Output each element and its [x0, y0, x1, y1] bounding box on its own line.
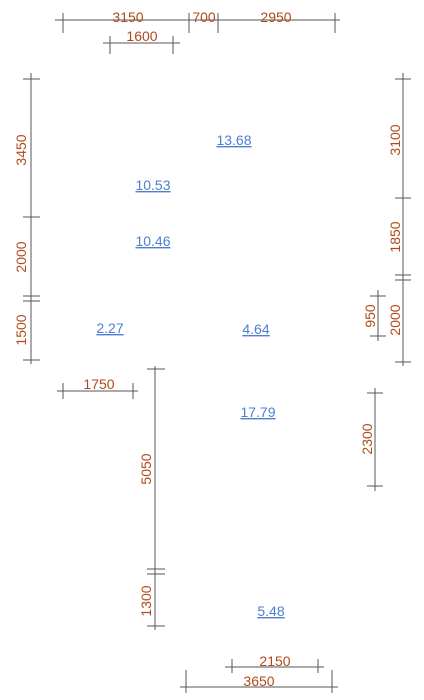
- room-area-17-79[interactable]: 17.79: [240, 404, 275, 420]
- dimension-2150: 2150: [259, 653, 290, 669]
- dimension-700: 700: [192, 9, 216, 25]
- room-area-13-68[interactable]: 13.68: [216, 132, 251, 148]
- dimension-1300: 1300: [138, 585, 154, 616]
- room-area-2-27[interactable]: 2.27: [96, 320, 123, 336]
- dimension-3150: 3150: [112, 9, 143, 25]
- top-dimension-chain: [55, 13, 340, 54]
- dimension-2000-left: 2000: [13, 241, 29, 272]
- room-area-10-53[interactable]: 10.53: [135, 177, 170, 193]
- dimension-2300: 2300: [359, 423, 375, 454]
- dimension-1750: 1750: [83, 376, 114, 392]
- dimension-1750-line: [57, 383, 138, 399]
- middle-dimension-chain: [147, 366, 165, 630]
- dimension-1500: 1500: [13, 314, 29, 345]
- dimension-1850: 1850: [387, 221, 403, 252]
- dimension-3450: 3450: [13, 134, 29, 165]
- dimension-5050: 5050: [138, 453, 154, 484]
- dimension-3100: 3100: [387, 124, 403, 155]
- dimension-3650: 3650: [243, 673, 274, 689]
- dimension-1600: 1600: [126, 28, 157, 44]
- room-area-5-48[interactable]: 5.48: [257, 603, 284, 619]
- room-area-4-64[interactable]: 4.64: [242, 321, 269, 337]
- dimension-2950: 2950: [260, 9, 291, 25]
- dimension-950: 950: [362, 304, 378, 328]
- room-area-10-46[interactable]: 10.46: [135, 233, 170, 249]
- left-dimension-chain: [23, 73, 40, 364]
- right-dimension-chain: [367, 73, 411, 491]
- bottom-dimension-chain: [180, 659, 338, 693]
- dimension-2000-right: 2000: [387, 304, 403, 335]
